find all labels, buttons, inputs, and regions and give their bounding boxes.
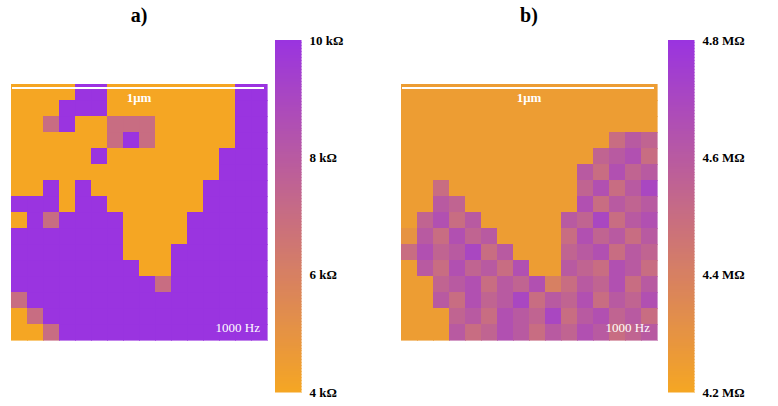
html-text:1μm: 1μm [516,90,542,105]
svg-text:4 kΩ: 4 kΩ [310,385,337,400]
svg-text:4.2 MΩ: 4.2 MΩ [703,385,745,400]
svg-text:4.8 MΩ: 4.8 MΩ [703,33,745,48]
svg-text:4.6 MΩ: 4.6 MΩ [703,150,745,165]
html-text:a): a) [130,4,148,26]
svg-text:4.4 MΩ: 4.4 MΩ [703,267,745,282]
html-text:1000 Hz: 1000 Hz [605,320,650,335]
svg-text:6 kΩ: 6 kΩ [310,267,337,282]
html-text:1000 Hz: 1000 Hz [215,320,260,335]
html-text:b): b) [520,4,538,26]
html-text:1μm: 1μm [126,90,152,105]
svg-text:8 kΩ: 8 kΩ [310,150,337,165]
svg-text:10 kΩ: 10 kΩ [310,33,344,48]
